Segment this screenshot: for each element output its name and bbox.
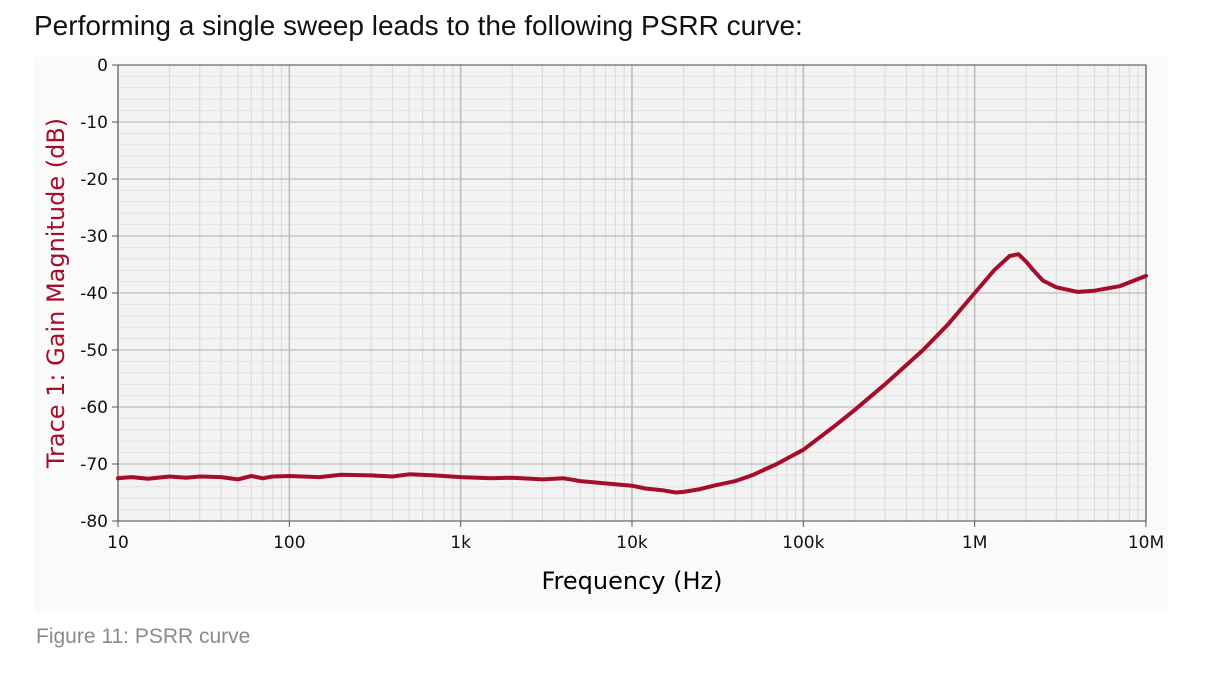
series-line-trace-1 bbox=[116, 252, 1148, 495]
y-tick-label: -10 bbox=[80, 113, 108, 133]
y-tick-label: -40 bbox=[80, 284, 108, 304]
y-axis-ticks: 0 -10 -20 -30 -40 -50 -60 -70 -80 bbox=[80, 56, 118, 532]
y-axis-label: Trace 1: Gain Magnitude (dB) bbox=[42, 118, 70, 469]
y-tick-label: -20 bbox=[80, 170, 108, 190]
y-tick-label: -70 bbox=[80, 455, 108, 475]
y-tick-label: -30 bbox=[80, 227, 108, 247]
y-tick-label: -60 bbox=[80, 398, 108, 418]
y-tick-label: -50 bbox=[80, 341, 108, 361]
figure-caption: Figure 11: PSRR curve bbox=[36, 625, 251, 648]
x-tick-label: 10k bbox=[616, 533, 648, 553]
x-axis-ticks: 10 100 1k 10k 100k 1M 10M bbox=[107, 521, 1164, 553]
x-tick-label: 100k bbox=[782, 533, 824, 553]
x-tick-label: 100 bbox=[273, 533, 305, 553]
x-tick-label: 1k bbox=[450, 533, 471, 553]
intro-text: Performing a single sweep leads to the f… bbox=[34, 10, 803, 41]
x-axis-label: Frequency (Hz) bbox=[542, 567, 723, 595]
y-tick-label: 0 bbox=[97, 57, 108, 76]
chart-figure: 0 -10 -20 -30 -40 -50 -60 -70 -80 10 100 1k 10k 100k… bbox=[34, 56, 1168, 613]
psrr-chart: 0 -10 -20 -30 -40 -50 -60 -70 -80 10 100 1k 10k 100k… bbox=[42, 56, 1164, 595]
y-tick-label: -80 bbox=[80, 512, 108, 532]
x-tick-label: 1M bbox=[962, 533, 987, 553]
x-tick-label: 10M bbox=[1128, 533, 1164, 553]
x-tick-label: 10 bbox=[107, 533, 129, 553]
